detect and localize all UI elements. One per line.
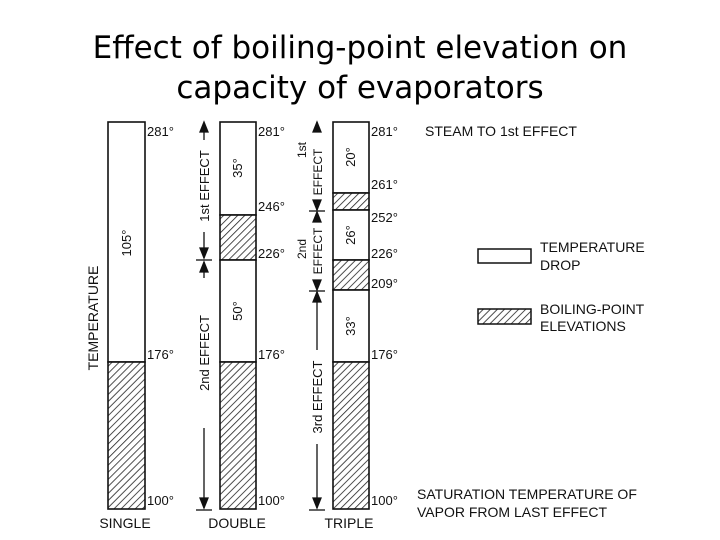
- legend-bpe-line-2: ELEVATIONS: [540, 318, 626, 334]
- double-bpe-block-1: [219, 214, 257, 261]
- legend-bpe-swatch: [477, 308, 532, 325]
- single-temp-281: 281°: [147, 124, 174, 139]
- triple-effect-1-label-a: 1st: [295, 141, 309, 158]
- single-label: SINGLE: [99, 515, 150, 531]
- triple-temp-226: 226°: [371, 246, 398, 261]
- triple-temp-209: 209°: [371, 276, 398, 291]
- triple-bpe-block-2: [332, 259, 370, 291]
- legend-bpe-line-1: BOILING-POINT: [540, 301, 645, 317]
- double-drop-block-2: [219, 259, 257, 363]
- legend-temp-drop-line-2: DROP: [540, 257, 580, 273]
- triple-drop-value-3: 33°: [343, 316, 358, 336]
- triple-label: TRIPLE: [324, 515, 373, 531]
- triple-temp-176: 176°: [371, 347, 398, 362]
- title-line-1: Effect of boiling-point elevation on: [92, 30, 628, 66]
- triple-column: 20° 26° 33° 281° 261° 252° 226° 209° 176…: [295, 120, 398, 531]
- double-column: 35° 50° 281° 246° 226° 176° 100° 1st EFF…: [196, 120, 285, 531]
- double-drop-value-1: 35°: [230, 158, 245, 178]
- double-temp-100: 100°: [258, 493, 285, 508]
- legend-temp-drop-line-1: TEMPERATURE: [540, 239, 645, 255]
- triple-drop-value-2: 26°: [343, 225, 358, 245]
- double-temp-226: 226°: [258, 246, 285, 261]
- double-drop-value-2: 50°: [230, 301, 245, 321]
- single-temp-176: 176°: [147, 347, 174, 362]
- triple-drop-value-1: 20°: [343, 147, 358, 167]
- triple-bpe-block-1: [332, 192, 370, 211]
- legend-temp-drop-swatch: [477, 248, 532, 264]
- double-effect-arrows: [196, 120, 212, 511]
- title-line-2: capacity of evaporators: [176, 70, 544, 106]
- double-effect-1-label: 1st EFFECT: [197, 150, 212, 222]
- double-temp-246: 246°: [258, 199, 285, 214]
- double-effect-2-label: 2nd EFFECT: [197, 315, 212, 391]
- single-column: 105° 281° 176° 100° SINGLE: [99, 121, 174, 531]
- double-label: DOUBLE: [208, 515, 266, 531]
- triple-effect-2-label-a: 2nd: [295, 239, 309, 259]
- triple-temp-252: 252°: [371, 210, 398, 225]
- saturation-annotation-line-2: VAPOR FROM LAST EFFECT: [417, 504, 608, 520]
- double-drop-block-1: [219, 121, 257, 216]
- legend: TEMPERATURE DROP BOILING-POINT ELEVATION…: [477, 239, 645, 334]
- triple-bpe-block-3: [332, 361, 370, 510]
- single-bpe-block: [107, 361, 146, 510]
- double-temp-281: 281°: [258, 124, 285, 139]
- double-bpe-block-2: [219, 361, 257, 510]
- slide-title: Effect of boiling-point elevation on cap…: [0, 28, 720, 108]
- triple-temp-100: 100°: [371, 493, 398, 508]
- double-temp-176: 176°: [258, 347, 285, 362]
- triple-drop-block-2: [332, 209, 370, 261]
- single-temp-100: 100°: [147, 493, 174, 508]
- single-drop-value: 105°: [119, 230, 134, 257]
- triple-temp-281: 281°: [371, 124, 398, 139]
- saturation-annotation-line-1: SATURATION TEMPERATURE OF: [417, 486, 637, 502]
- triple-effect-3-label: 3rd EFFECT: [310, 360, 325, 433]
- temperature-axis-label: TEMPERATURE: [85, 266, 101, 371]
- triple-effect-arrows: [309, 120, 325, 511]
- triple-temp-261: 261°: [371, 177, 398, 192]
- triple-effect-2-label-b: EFFECT: [311, 227, 325, 274]
- triple-effect-1-label-b: EFFECT: [311, 148, 325, 195]
- triple-drop-block-1: [332, 121, 370, 194]
- steam-annotation: STEAM TO 1st EFFECT: [425, 123, 577, 139]
